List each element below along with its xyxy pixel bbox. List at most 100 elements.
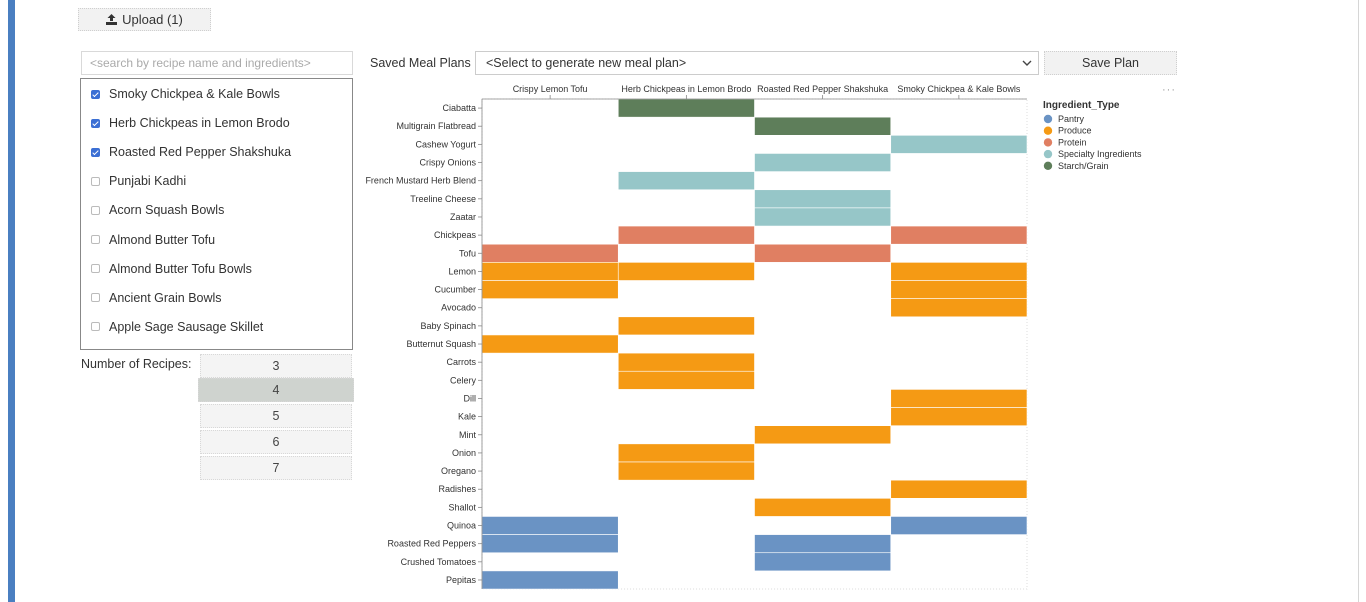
recipe-checkbox[interactable] xyxy=(91,176,100,186)
recipe-checkbox[interactable] xyxy=(91,118,100,128)
number-of-recipes-label: Number of Recipes: xyxy=(81,357,192,371)
recipe-item[interactable]: Punjabi Kadhi xyxy=(91,171,186,191)
row-label: Roasted Red Peppers xyxy=(387,539,476,549)
row-label: Onion xyxy=(452,448,476,458)
recipe-checkbox[interactable] xyxy=(91,147,100,157)
recipe-checkbox[interactable] xyxy=(91,89,100,99)
recipe-checkbox[interactable] xyxy=(91,235,100,244)
save-plan-button[interactable]: Save Plan xyxy=(1044,51,1177,75)
heatmap-cell xyxy=(481,570,619,590)
heatmap-cell xyxy=(617,316,755,336)
row-label: Zaatar xyxy=(450,212,476,222)
recipe-item[interactable]: Almond Butter Tofu Bowls xyxy=(91,259,252,279)
heatmap-cell xyxy=(481,334,619,354)
heatmap-cell xyxy=(617,98,755,118)
recipe-label: Punjabi Kadhi xyxy=(109,174,187,189)
column-label: Smoky Chickpea & Kale Bowls xyxy=(897,84,1021,94)
row-label: Celery xyxy=(450,375,477,385)
recipe-label: Herb Chickpeas in Lemon Brodo xyxy=(109,116,290,131)
recipe-checkbox[interactable] xyxy=(91,322,100,332)
legend-entry: Produce xyxy=(1058,126,1092,136)
row-label: Cashew Yogurt xyxy=(415,139,476,149)
row-label: Chickpeas xyxy=(434,230,477,240)
heatmap-cell xyxy=(481,534,619,554)
legend-entry: Starch/Grain xyxy=(1058,161,1109,171)
upload-button[interactable]: Upload (1) xyxy=(78,8,211,31)
right-frame-border xyxy=(1358,0,1359,602)
recipe-label: Almond Butter Tofu Bowls xyxy=(109,261,252,276)
heatmap-cell xyxy=(890,262,1028,281)
row-label: Butternut Squash xyxy=(406,339,476,349)
legend-swatch xyxy=(1043,161,1053,170)
row-label: Lemon xyxy=(448,266,476,276)
row-label: Pepitas xyxy=(446,575,477,585)
heatmap-cell xyxy=(754,189,892,209)
row-label: Treeline Cheese xyxy=(410,194,476,204)
number-option-6[interactable]: 6 xyxy=(200,430,352,454)
chart-actions-icon[interactable]: ··· xyxy=(1162,84,1176,96)
recipe-item[interactable]: Smoky Chickpea & Kale Bowls xyxy=(91,84,280,104)
number-option-3[interactable]: 3 xyxy=(200,354,352,378)
recipe-item[interactable]: Acorn Squash Bowls xyxy=(91,200,224,220)
row-label: Kale xyxy=(458,412,476,422)
row-label: Crispy Onions xyxy=(419,158,476,168)
meal-plan-select[interactable]: <Select to generate new meal plan> xyxy=(475,51,1039,75)
saved-meal-plans-label: Saved Meal Plans xyxy=(370,56,471,70)
legend-swatch xyxy=(1043,149,1053,159)
recipe-checkbox[interactable] xyxy=(91,264,100,274)
recipe-item[interactable]: Apple Sage Sausage Skillet xyxy=(91,317,263,337)
row-label: Tofu xyxy=(459,248,476,258)
recipe-label: Almond Butter Tofu xyxy=(109,232,216,247)
recipe-label: Ancient Grain Bowls xyxy=(109,290,222,305)
heatmap-cell xyxy=(617,352,755,372)
heatmap-cell xyxy=(617,171,755,191)
heatmap-cell xyxy=(890,407,1028,426)
heatmap-cell xyxy=(481,280,619,299)
heatmap-cell xyxy=(617,370,755,390)
row-label: Shallot xyxy=(448,502,476,512)
recipe-item[interactable]: Herb Chickpeas in Lemon Brodo xyxy=(91,113,290,133)
heatmap-cell xyxy=(481,516,619,535)
row-label: Oregano xyxy=(441,466,476,476)
number-option-4[interactable]: 4 xyxy=(198,378,354,402)
search-input[interactable] xyxy=(81,51,353,75)
left-accent-bar xyxy=(8,0,15,602)
heatmap-cell xyxy=(754,534,892,554)
recipe-label: Roasted Red Pepper Shakshuka xyxy=(109,145,292,160)
number-option-7[interactable]: 7 xyxy=(200,456,352,480)
legend-entry: Protein xyxy=(1058,137,1087,147)
row-label: Cucumber xyxy=(434,285,476,295)
heatmap-cell xyxy=(890,389,1028,408)
heatmap-cell xyxy=(754,207,892,227)
heatmap-cell xyxy=(754,497,892,517)
heatmap-cell xyxy=(754,425,892,445)
row-label: French Mustard Herb Blend xyxy=(365,176,476,186)
row-label: Radishes xyxy=(438,484,476,494)
meal-plan-select-value: <Select to generate new meal plan> xyxy=(486,56,687,70)
recipe-item[interactable]: Almond Butter Tofu xyxy=(91,230,215,250)
row-label: Mint xyxy=(459,430,477,440)
recipe-list[interactable]: Smoky Chickpea & Kale Bowls Herb Chickpea… xyxy=(80,78,353,350)
legend-swatch xyxy=(1043,138,1053,147)
recipe-checkbox[interactable] xyxy=(91,205,100,215)
legend-entry: Pantry xyxy=(1058,114,1085,124)
row-label: Quinoa xyxy=(447,521,476,531)
row-label: Ciabatta xyxy=(442,103,476,113)
column-label: Crispy Lemon Tofu xyxy=(513,84,588,94)
heatmap-cell xyxy=(617,225,755,245)
ingredient-heatmap: Crispy Lemon Tofu Herb Chickpeas in Lemon… xyxy=(365,84,1142,590)
column-label: Herb Chickpeas in Lemon Brodo xyxy=(621,84,751,94)
number-option-5[interactable]: 5 xyxy=(200,404,352,428)
recipe-label: Smoky Chickpea & Kale Bowls xyxy=(109,87,280,101)
recipe-label: Acorn Squash Bowls xyxy=(109,203,225,218)
column-label: Roasted Red Pepper Shakshuka xyxy=(757,84,888,94)
heatmap-cell xyxy=(890,479,1028,499)
row-label: Crushed Tomatoes xyxy=(401,557,477,567)
recipe-item[interactable]: Ancient Grain Bowls xyxy=(91,288,222,308)
legend-swatch xyxy=(1043,126,1053,135)
heatmap-cell xyxy=(481,243,619,263)
recipe-item[interactable]: Roasted Red Pepper Shakshuka xyxy=(91,142,291,162)
heatmap-cell xyxy=(617,262,755,281)
upload-icon xyxy=(106,14,118,25)
recipe-checkbox[interactable] xyxy=(91,293,100,303)
